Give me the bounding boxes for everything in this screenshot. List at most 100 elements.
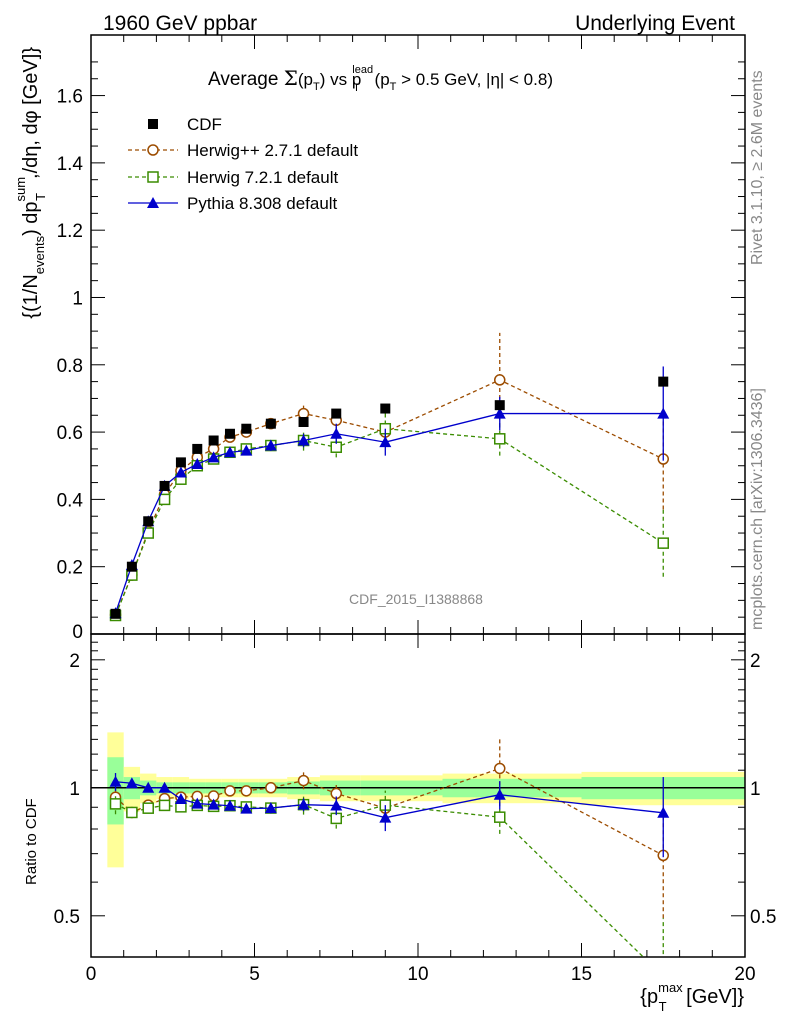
cdf-data-point [298,416,309,427]
ratio-data-point [494,811,506,823]
legend-marker [148,119,158,129]
data-point [494,374,506,386]
data-point [158,493,171,506]
cdf-data-point [126,561,137,572]
data-point [207,451,220,463]
data-point [330,427,343,439]
y-tick-label: 1.6 [57,87,83,108]
ratio-data-point [265,782,277,794]
ratio-y-axis-label: Ratio to CDF [23,798,40,885]
cdf-data-point [494,400,505,411]
y-tick-label: 0.2 [57,558,83,579]
ratio-data-point [174,792,187,804]
ratio-data-point [207,798,220,810]
series-line-1 [114,428,664,616]
ratio-series-line-0 [115,767,664,857]
ratio-data-point [191,797,204,809]
data-point [297,434,310,446]
y-tick-label: 1.4 [57,154,84,175]
ratio-data-point [330,799,343,811]
data-point [494,433,506,445]
ratio-data-point [142,802,154,814]
cdf-data-point [175,457,186,468]
ratio-data-point [158,799,171,812]
ratio-tick-label: 1 [750,779,761,800]
ratio-plot: 0 5 10 15 20 0.5 0.5 1 1 2 2 [54,633,776,985]
x-tick-label: 15 [571,964,592,985]
ratio-tick-label: 2 [750,651,761,672]
x-tick-label: 0 [86,964,97,985]
y-tick-label: 1.2 [57,221,83,242]
ratio-data-point [297,774,310,787]
data-point [240,444,253,456]
legend-marker [147,197,159,208]
data-point [264,439,277,451]
header-left: 1960 GeV ppbar [103,12,257,35]
ratio-series-layer [109,737,670,957]
ratio-data-point [297,798,310,810]
ratio-tick-label: 0.5 [750,907,776,928]
y-tick-label: 0.4 [57,490,84,511]
cdf-data-point [224,428,235,439]
ratio-data-point [493,788,506,800]
ratio-data-point [223,799,236,811]
legend-label: Herwig++ 2.7.1 default [187,141,358,160]
cdf-data-point [380,403,391,414]
data-point [657,537,669,549]
main-plot: 0.2 0.4 0.6 0.8 1 1.2 1.4 1.6 0 CDF Herwig++ 2.7.1… [57,34,746,643]
cdf-data-point [110,608,121,619]
ratio-data-point [109,798,122,810]
ratio-data-point [158,781,171,793]
ratio-data-point [224,785,236,797]
ratio-series-line-1 [115,803,645,957]
ratio-data-point [240,785,253,797]
data-point [223,446,236,458]
y-axis-label: {(1/Nevents) dpsum T,/dη, dφ [GeV]} [13,47,48,319]
legend-label: CDF [187,115,222,134]
y-tick-label: 1 [72,288,83,309]
x-tick-label: 20 [734,964,755,985]
data-point [174,466,187,478]
ratio-data-point [126,806,138,819]
series-line-2 [114,412,664,614]
ratio-tick-label: 0.5 [54,907,80,928]
mcplots-label: mcplots.cern.ch [arXiv:1306.3436] [749,388,766,630]
ratio-data-point [142,781,155,793]
legend-label: Pythia 8.308 default [187,194,338,213]
ratio-tick-label: 2 [69,651,80,672]
legend: CDF Herwig++ 2.7.1 default Herwig 7.2.1 de… [128,115,358,213]
legend-marker [147,171,159,183]
cdf-data-point [265,418,276,429]
header-right: Underlying Event [575,12,735,35]
rivet-label: Rivet 3.1.10, ≥ 2.6M events [749,70,766,265]
y-tick-label: 0 [72,622,83,643]
ratio-data-point [494,762,506,775]
series-line-0 [114,379,664,616]
ratio-data-point [125,777,138,789]
cdf-data-point [208,435,219,446]
x-tick-label: 5 [249,964,260,985]
cdf-data-point [241,423,252,434]
data-point [657,407,670,419]
legend-marker [147,144,159,156]
ratio-data-point [240,802,253,814]
ratio-data-point [657,806,670,818]
chart-title: Average Σ(pT) vs plead T (pT > 0.5 GeV, |… [208,64,553,94]
cdf-data-point [143,516,154,527]
x-tick-label: 10 [407,964,428,985]
cdf-data-point [159,480,170,491]
y-tick-label: 0.6 [57,423,83,444]
y-tick-label: 0.8 [57,356,83,377]
ratio-tick-label: 1 [69,779,80,800]
main-series-layer [109,332,670,622]
cdf-data-point [331,408,342,419]
ratio-data-point [109,775,122,787]
data-point [493,407,506,419]
legend-label: Herwig 7.2.1 default [187,168,338,187]
cdf-data-point [192,443,203,454]
analysis-watermark: CDF_2015_I1388868 [349,591,483,607]
ratio-data-point [379,811,392,823]
data-point [379,436,392,448]
data-point [191,458,204,470]
